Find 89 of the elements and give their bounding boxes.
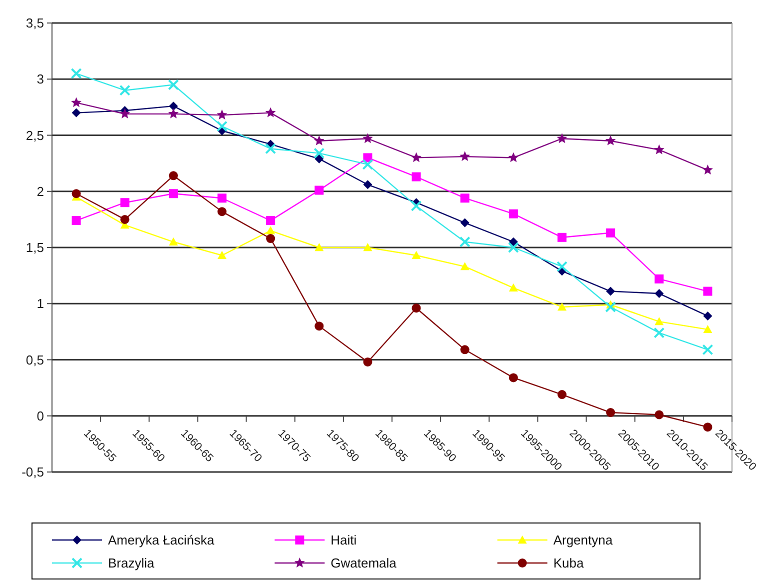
point <box>72 189 81 198</box>
point <box>72 108 81 118</box>
point <box>606 286 616 296</box>
point <box>363 180 372 190</box>
point <box>363 243 372 252</box>
y-tick-label: -0,5 <box>22 464 44 480</box>
point <box>702 344 714 356</box>
point <box>218 194 226 203</box>
point <box>605 301 616 312</box>
point <box>362 133 373 144</box>
y-tick-label: 2 <box>36 184 44 199</box>
legend-label: Argentyna <box>553 532 614 548</box>
point <box>120 214 130 224</box>
point <box>120 198 130 208</box>
y-tick-label: 2,5 <box>26 128 44 143</box>
point <box>654 410 664 420</box>
point <box>556 133 568 144</box>
legend-label: Kuba <box>553 556 584 571</box>
point <box>314 148 325 159</box>
point <box>703 286 712 296</box>
point <box>654 144 664 154</box>
point <box>556 261 568 272</box>
point <box>702 164 713 174</box>
point <box>460 262 470 270</box>
point <box>558 302 566 311</box>
y-tick-label: 3 <box>36 72 44 87</box>
point <box>558 232 566 242</box>
point <box>265 143 276 154</box>
point <box>70 68 82 80</box>
point <box>265 107 276 118</box>
point <box>412 250 421 259</box>
point <box>460 151 470 162</box>
point <box>119 84 130 96</box>
point <box>216 120 228 132</box>
point <box>508 373 518 382</box>
point <box>168 171 178 180</box>
point <box>460 345 470 354</box>
point <box>558 390 566 400</box>
point <box>654 327 665 338</box>
point <box>168 108 179 118</box>
legend-label: Ameryka Łacińska <box>108 532 215 548</box>
point <box>168 102 178 111</box>
point <box>266 226 276 234</box>
point <box>654 289 664 298</box>
y-tick-label: 3,5 <box>26 16 44 31</box>
point <box>218 250 226 259</box>
point <box>168 79 179 90</box>
point <box>460 218 470 228</box>
y-tick-label: 0 <box>36 408 44 424</box>
point <box>508 209 518 218</box>
point <box>314 154 324 164</box>
point <box>606 228 616 238</box>
y-tick-label: 1 <box>36 296 44 312</box>
y-tick-label: 1,5 <box>26 240 44 256</box>
point <box>266 234 276 244</box>
point <box>218 207 226 216</box>
point <box>314 135 324 146</box>
legend-label: Brazylia <box>108 556 156 571</box>
point <box>412 304 421 313</box>
point <box>168 237 178 246</box>
point <box>460 194 470 203</box>
point <box>654 274 664 284</box>
point <box>411 152 422 162</box>
point <box>168 189 178 198</box>
point <box>703 311 712 320</box>
point <box>71 97 82 108</box>
point <box>314 186 324 195</box>
point <box>412 172 421 182</box>
point <box>266 216 276 226</box>
point <box>703 324 712 334</box>
point <box>314 322 324 331</box>
point <box>410 200 422 212</box>
point <box>606 408 616 418</box>
point <box>508 283 518 292</box>
point <box>508 242 519 253</box>
point <box>314 243 324 252</box>
y-tick-label: 0,5 <box>26 352 44 368</box>
point <box>508 237 518 246</box>
point <box>459 236 470 248</box>
point <box>72 216 81 226</box>
legend-label: Gwatemala <box>330 556 398 571</box>
point <box>508 152 519 162</box>
point <box>605 135 616 146</box>
point <box>216 110 228 120</box>
point <box>362 158 374 170</box>
point <box>654 317 664 326</box>
legend-label: Haiti <box>330 532 357 548</box>
point <box>363 357 372 366</box>
point <box>120 108 130 118</box>
